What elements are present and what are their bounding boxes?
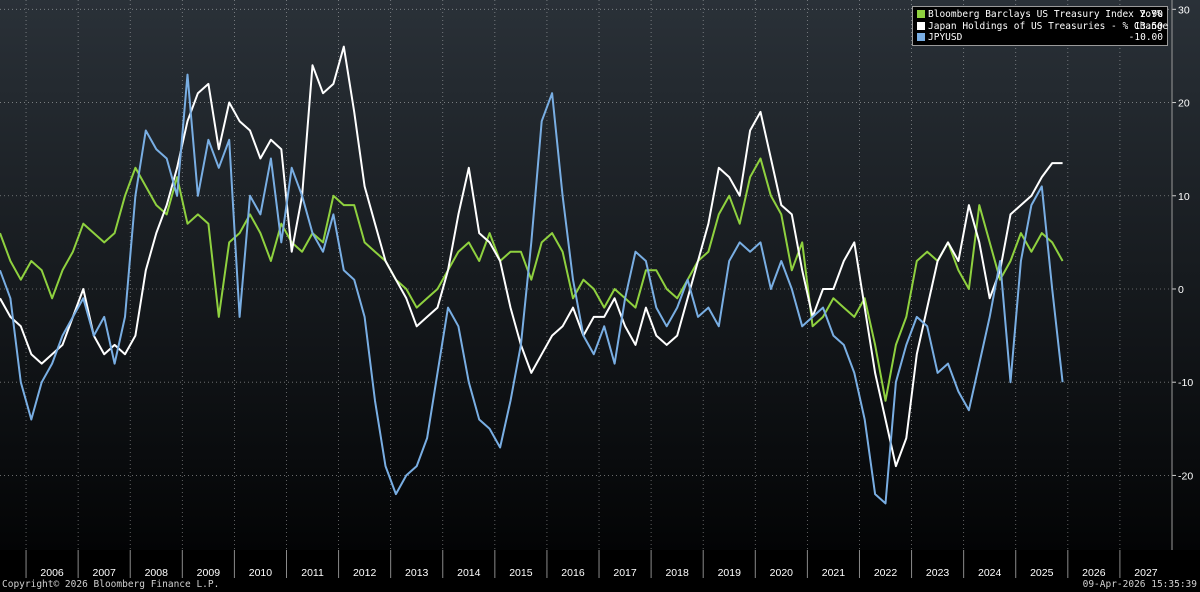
x-tick-label: 2017	[613, 567, 637, 579]
x-tick-label: 2023	[926, 567, 950, 579]
series-lines	[0, 45, 1064, 505]
y-tick-label: 30	[1178, 4, 1190, 16]
x-tick-label: 2012	[353, 567, 377, 579]
y-tick-label: -20	[1178, 470, 1193, 482]
x-tick-label: 2007	[92, 567, 116, 579]
y-tick-label: 0	[1178, 284, 1184, 296]
x-axis-band	[0, 550, 1200, 578]
legend-swatch-green	[917, 10, 925, 18]
series-line-1	[0, 45, 1063, 468]
series-line-2	[0, 73, 1064, 505]
y-tick-label: 20	[1178, 98, 1190, 110]
x-tick-label: 2014	[457, 567, 481, 579]
legend-swatch-white	[917, 21, 925, 30]
legend-value: 2.90	[1140, 9, 1163, 20]
x-tick-label: 2022	[874, 567, 898, 579]
legend-value: -10.00	[1128, 32, 1163, 43]
x-tick-label: 2015	[509, 567, 533, 579]
x-tick-label: 2016	[561, 567, 585, 579]
x-tick-label: 2024	[978, 567, 1002, 579]
y-axis: 30 20 10 0 -10 -20	[1171, 0, 1193, 550]
x-tick-label: 2006	[40, 567, 64, 579]
x-tick-label: 2018	[665, 567, 689, 579]
legend-swatch-blue	[917, 33, 925, 41]
x-tick-label: 2021	[822, 567, 846, 579]
legend-label: JPYUSD	[928, 32, 963, 43]
x-tick-label: 2019	[718, 567, 742, 579]
copyright-text: Copyright© 2026 Bloomberg Finance L.P.	[2, 579, 220, 590]
legend-label: Bloomberg Barclays US Treasury Index YoY…	[928, 9, 1163, 20]
x-tick-label: 2008	[145, 567, 169, 579]
series-line-0	[0, 157, 1064, 402]
y-tick-label: 10	[1178, 191, 1190, 203]
x-tick-label: 2025	[1030, 567, 1054, 579]
legend: Bloomberg Barclays US Treasury Index YoY…	[912, 6, 1168, 46]
x-tick-label: 2010	[249, 567, 273, 579]
legend-value: 13.50	[1134, 20, 1163, 32]
timestamp-text: 09-Apr-2026 15:35:39	[1082, 579, 1197, 590]
x-tick-label: 2020	[770, 567, 794, 579]
x-tick-label: 2011	[301, 567, 324, 579]
legend-item-jpyusd: JPYUSD -10.00	[917, 32, 1163, 44]
legend-label: Japan Holdings of US Treasuries - % Chan…	[928, 20, 1169, 32]
legend-item-japan-holdings: Japan Holdings of US Treasuries - % Chan…	[917, 20, 1168, 33]
x-tick-label: 2013	[405, 567, 429, 579]
x-tick-label: 2009	[197, 567, 221, 579]
x-axis: 2006 2007 2008 2009 2010 2011 2012 2013 2014 2015…	[25, 550, 1158, 579]
x-tick-label: 2026	[1082, 567, 1106, 579]
x-tick-label: 2027	[1134, 567, 1158, 579]
legend-item-treasury-index: Bloomberg Barclays US Treasury Index YoY…	[917, 9, 1163, 21]
y-tick-label: -10	[1178, 377, 1193, 389]
